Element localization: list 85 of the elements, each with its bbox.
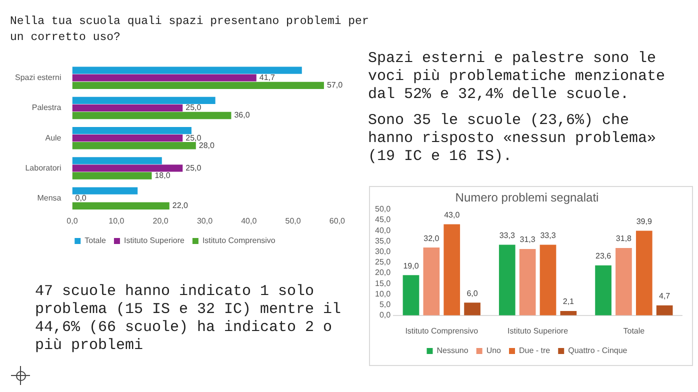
bar: [423, 248, 440, 316]
y-tick-label: 0,0: [379, 310, 392, 320]
text: 47 scuole hanno indicato 1 solo problema (15 IS e 32 IC) mentre il 44,6% (66 scuole) ha indicato 2 o più problemi: [35, 283, 342, 355]
data-label: 33,3: [499, 231, 516, 240]
x-tick-label: 20,0: [152, 216, 169, 226]
bar: [498, 244, 516, 316]
bar: [656, 305, 673, 316]
bar: [519, 249, 536, 316]
legend-label: Uno: [486, 346, 502, 356]
bar: [595, 265, 612, 316]
legend-label: Quattro - Cinque: [568, 346, 628, 356]
bar: [72, 142, 196, 150]
bar: [72, 202, 170, 210]
data-label: 28,0: [198, 140, 216, 150]
bar: [72, 96, 216, 104]
data-label: 19,0: [403, 261, 420, 270]
bar: [616, 248, 632, 316]
data-label: 33,3: [540, 231, 556, 240]
y-tick-label: Laboratori: [25, 163, 62, 172]
data-label: 4,7: [659, 292, 671, 301]
bar: [72, 66, 302, 74]
data-label: 25,0: [186, 103, 202, 112]
bar: [540, 244, 556, 316]
data-label: 31,8: [616, 234, 632, 244]
data-label: 6,0: [466, 288, 478, 298]
data-label: 2,1: [562, 297, 575, 306]
y-tick-label: 35,0: [374, 236, 392, 246]
bar: [72, 172, 152, 180]
y-tick-label: 5,0: [379, 300, 392, 310]
bar: [72, 134, 183, 142]
data-label: 39,9: [636, 217, 652, 226]
bar: [72, 157, 162, 164]
data-label: 25,0: [186, 163, 202, 172]
y-tick-label: 10,0: [374, 289, 392, 298]
bar: [636, 230, 652, 316]
y-tick-label: Mensa: [37, 194, 62, 203]
x-tick-label: 50,0: [285, 216, 302, 226]
bar: [464, 302, 480, 316]
y-tick-label: 15,0: [374, 278, 392, 288]
legend-label: Totale: [84, 236, 107, 246]
bar: [72, 82, 324, 89]
bar: [72, 164, 183, 172]
y-tick-label: 45,0: [374, 215, 392, 224]
data-label: 43,0: [444, 210, 460, 220]
data-label: 0,0: [75, 194, 87, 203]
data-label: 32,0: [424, 234, 440, 243]
bar: [72, 126, 192, 134]
data-label: 31,3: [520, 235, 536, 244]
data-label: 41,7: [259, 73, 276, 82]
chart-title: Numero problemi segnalati: [455, 190, 599, 205]
x-tick-label: Istituto Comprensivo: [405, 326, 479, 336]
legend-label: Nessuno: [436, 346, 469, 356]
y-tick-label: 30,0: [374, 247, 392, 256]
bar: [72, 74, 256, 82]
data-label: 22,0: [172, 201, 189, 210]
y-tick-label: Spazi esterni: [14, 73, 62, 82]
chart-title: Nella tua scuola quali spazi presentano problemi per un corretto uso?: [10, 14, 370, 46]
x-tick-label: Istituto Superiore: [508, 326, 569, 336]
bar: [72, 104, 183, 112]
y-tick-label: 20,0: [374, 268, 392, 278]
x-tick-label: 10,0: [108, 216, 125, 226]
y-tick-label: 40,0: [374, 226, 392, 235]
x-tick-label: 40,0: [241, 216, 258, 226]
y-tick-label: Palestra: [32, 103, 62, 112]
y-tick-label: 50,0: [374, 204, 392, 214]
data-label: 18,0: [154, 170, 171, 180]
data-label: 36,0: [234, 110, 250, 120]
x-tick-label: 60,0: [329, 216, 346, 226]
data-label: 57,0: [326, 80, 344, 90]
y-tick-label: Aule: [45, 133, 62, 142]
x-tick-label: 30,0: [196, 216, 214, 226]
text: Sono 35 le scuole (23,6%) che hanno risposto «nessun problema» (19 IC e 16 IS).: [368, 112, 658, 166]
legend-label: Istituto Superiore: [124, 236, 186, 246]
data-label: 25,0: [186, 133, 202, 142]
legend-label: Istituto Comprensivo: [202, 236, 276, 246]
bar: [444, 224, 460, 316]
legend-label: Due - tre: [518, 346, 551, 356]
y-tick-label: 25,0: [374, 258, 392, 267]
x-tick-label: 0,0: [66, 216, 78, 226]
bar: [402, 275, 420, 316]
x-tick-label: Totale: [623, 326, 646, 336]
data-label: 23,6: [595, 252, 612, 261]
bar: [72, 187, 138, 194]
bar: [72, 112, 232, 120]
text: Spazi esterni e palestre sono le voci più problematiche menzionate dal 52% e 32,4% delle scuole.: [368, 50, 666, 104]
